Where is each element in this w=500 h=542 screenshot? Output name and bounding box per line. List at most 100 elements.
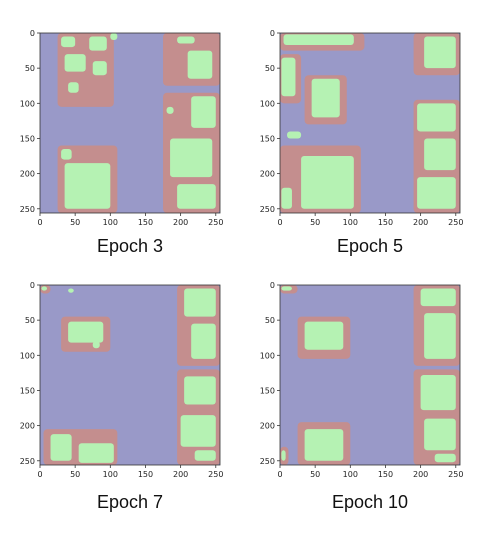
axes-frame (39, 32, 221, 214)
foreground-region (89, 36, 107, 51)
foreground-region (92, 61, 107, 76)
y-tick-label: 200 (20, 170, 35, 179)
foreground-region (191, 323, 216, 359)
foreground-region (194, 450, 216, 461)
foreground-region (420, 288, 456, 307)
foreground-region (281, 450, 286, 461)
panel-caption: Epoch 5 (336, 236, 404, 256)
x-tick-label: 50 (70, 470, 80, 479)
foreground-region (68, 321, 104, 343)
foreground-region (166, 106, 174, 114)
foreground-region (50, 434, 72, 461)
panel-epoch-5: 0 50 100 150 200 250 0 50 100 150 200 250 Epoch 5 (255, 25, 485, 275)
y-tick-label: 50 (25, 64, 35, 73)
x-tick-label: 150 (378, 218, 393, 227)
y-tick-label: 100 (260, 351, 275, 360)
x-tick-label: 150 (138, 218, 153, 227)
x-tick-label: 150 (138, 470, 153, 479)
x-tick-label: 100 (103, 218, 118, 227)
x-tick-label: 100 (103, 470, 118, 479)
foreground-region (78, 443, 114, 463)
x-tick-label: 200 (173, 218, 188, 227)
foreground-region (177, 184, 216, 209)
foreground-region (184, 288, 216, 317)
x-tick-label: 200 (173, 470, 188, 479)
y-tick-label: 150 (20, 134, 35, 143)
foreground-region (281, 187, 292, 209)
y-tick-label: 200 (20, 422, 35, 431)
foreground-region (61, 149, 72, 160)
foreground-region (283, 34, 354, 45)
foreground-region (184, 376, 216, 405)
y-tick-label: 0 (30, 281, 35, 290)
foreground-region (311, 78, 340, 118)
y-tick-label: 100 (20, 99, 35, 108)
foreground-region (417, 177, 456, 209)
y-tick-label: 250 (260, 205, 275, 214)
foreground-region (68, 82, 79, 93)
panel-caption: Epoch 7 (96, 492, 164, 512)
panel-epoch-7: 0 50 100 150 200 250 0 50 100 150 200 250 Epoch 7 (15, 277, 245, 527)
foreground-region (64, 54, 86, 72)
x-tick-label: 50 (70, 218, 80, 227)
x-tick-label: 0 (37, 470, 42, 479)
y-tick-label: 250 (20, 457, 35, 466)
foreground-region (68, 288, 74, 293)
x-tick-label: 0 (37, 218, 42, 227)
panel-caption: Epoch 3 (96, 236, 164, 256)
foreground-region (417, 103, 456, 132)
x-tick-label: 0 (277, 218, 282, 227)
axes-frame (39, 284, 221, 466)
y-tick-label: 100 (20, 351, 35, 360)
y-tick-label: 150 (20, 386, 35, 395)
x-tick-label: 0 (277, 470, 282, 479)
foreground-region (434, 453, 456, 463)
x-tick-label: 50 (310, 218, 320, 227)
x-tick-label: 150 (378, 470, 393, 479)
axes-frame (279, 32, 461, 214)
axes-frame (279, 284, 461, 466)
foreground-region (61, 36, 76, 48)
y-tick-label: 50 (25, 316, 35, 325)
foreground-region (424, 36, 456, 69)
foreground-region (110, 33, 118, 41)
y-tick-label: 0 (30, 29, 35, 38)
panel-epoch-10: 0 50 100 150 200 250 0 50 100 150 200 250 Epoch 10 (255, 277, 485, 527)
y-tick-label: 200 (260, 422, 275, 431)
x-tick-label: 250 (208, 470, 223, 479)
foreground-region (187, 50, 213, 79)
foreground-region (304, 429, 344, 461)
foreground-region (180, 415, 216, 447)
panel-epoch-3: 0 50 100 150 200 250 0 50 100 150 200 250 Epoch 3 (15, 25, 245, 275)
y-tick-label: 50 (265, 64, 275, 73)
foreground-region (424, 313, 456, 359)
x-tick-label: 50 (310, 470, 320, 479)
y-tick-label: 250 (20, 205, 35, 214)
foreground-region (424, 138, 456, 171)
foreground-region (287, 131, 302, 139)
foreground-region (92, 341, 100, 349)
foreground-region (281, 57, 296, 97)
foreground-region (424, 418, 456, 451)
foreground-region (64, 163, 111, 209)
foreground-region (177, 36, 195, 44)
x-tick-label: 250 (448, 218, 463, 227)
x-tick-label: 250 (208, 218, 223, 227)
y-tick-label: 250 (260, 457, 275, 466)
x-tick-label: 100 (343, 470, 358, 479)
foreground-region (304, 321, 344, 350)
y-tick-label: 0 (270, 281, 275, 290)
foreground-region (281, 286, 292, 291)
y-tick-label: 50 (265, 316, 275, 325)
x-tick-label: 200 (413, 470, 428, 479)
foreground-region (420, 375, 456, 411)
foreground-region (191, 96, 216, 128)
foreground-region (301, 156, 354, 209)
y-tick-label: 0 (270, 29, 275, 38)
y-tick-label: 200 (260, 170, 275, 179)
foreground-region (170, 138, 213, 178)
